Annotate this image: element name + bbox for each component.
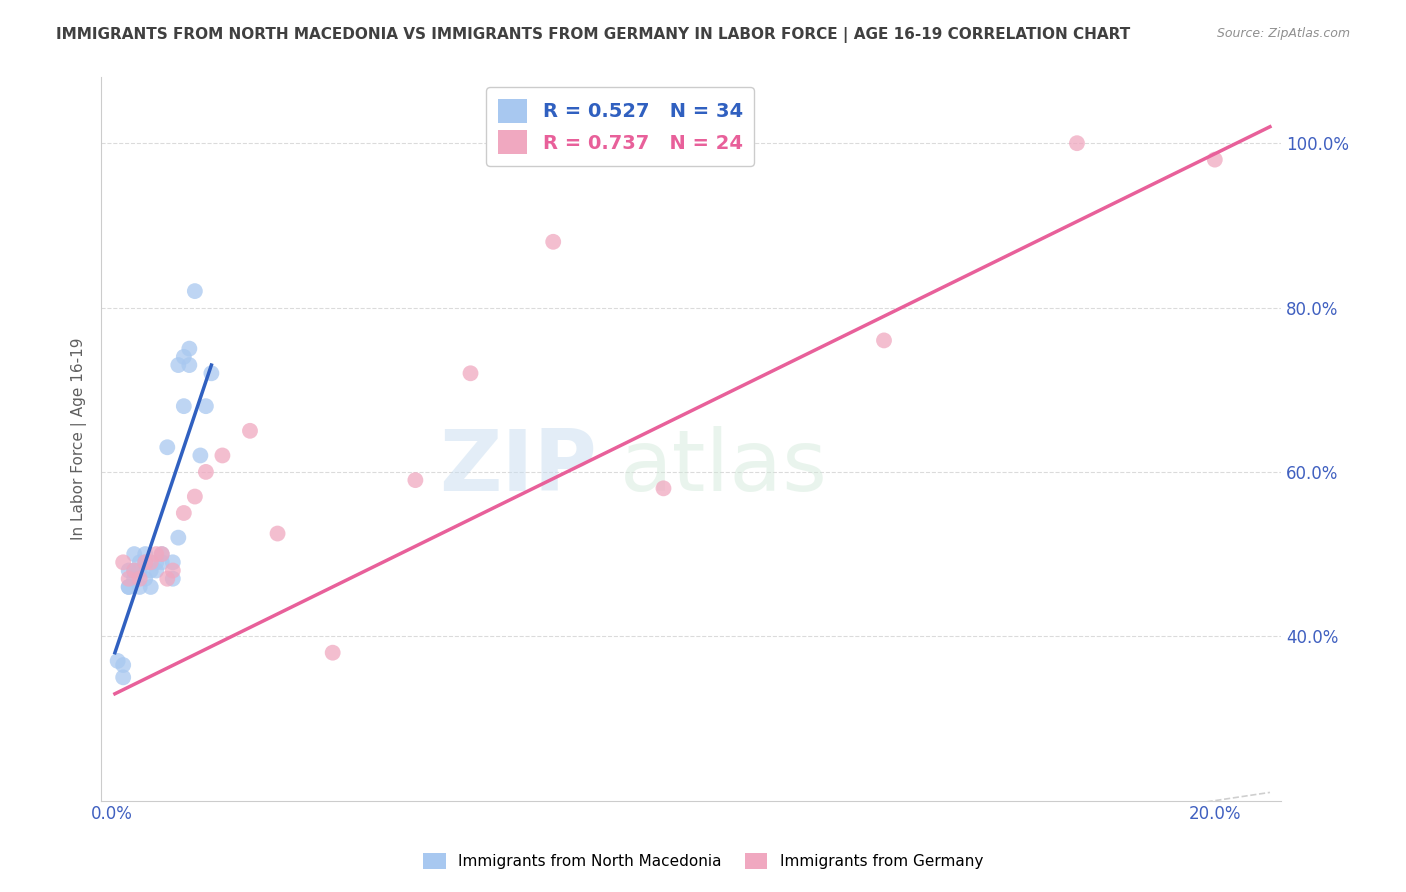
Point [128,564,150,578]
Point [173,399,195,413]
Point [156,440,179,454]
Point [162,572,184,586]
Point [139,580,162,594]
Point [112,555,135,569]
Point [134,555,156,569]
Point [122,564,145,578]
Point [167,531,190,545]
Point [460,366,482,380]
Point [652,481,675,495]
Point [194,465,217,479]
Text: atlas: atlas [620,426,828,509]
Point [404,473,426,487]
Point [112,670,135,684]
Point [541,235,564,249]
Point [134,547,156,561]
Point [167,358,190,372]
Legend: Immigrants from North Macedonia, Immigrants from Germany: Immigrants from North Macedonia, Immigra… [416,847,990,875]
Point [122,564,145,578]
Legend: R = 0.527   N = 34, R = 0.737   N = 24: R = 0.527 N = 34, R = 0.737 N = 24 [486,87,755,166]
Point [873,334,896,348]
Point [150,555,173,569]
Point [200,366,222,380]
Point [145,555,167,569]
Point [150,547,173,561]
Point [194,399,217,413]
Point [184,284,207,298]
Text: IMMIGRANTS FROM NORTH MACEDONIA VS IMMIGRANTS FROM GERMANY IN LABOR FORCE | AGE : IMMIGRANTS FROM NORTH MACEDONIA VS IMMIG… [56,27,1130,43]
Point [139,555,162,569]
Y-axis label: In Labor Force | Age 16-19: In Labor Force | Age 16-19 [72,338,87,541]
Point [145,564,167,578]
Point [118,572,141,586]
Point [150,547,173,561]
Point [118,580,141,594]
Point [179,342,201,356]
Text: ZIP: ZIP [439,426,596,509]
Point [1066,136,1088,151]
Point [139,564,162,578]
Text: Source: ZipAtlas.com: Source: ZipAtlas.com [1216,27,1350,40]
Point [266,526,288,541]
Point [184,490,207,504]
Point [122,572,145,586]
Point [122,547,145,561]
Point [211,449,233,463]
Point [145,547,167,561]
Point [107,654,129,668]
Point [322,646,344,660]
Point [118,580,141,594]
Point [118,564,141,578]
Point [112,658,135,673]
Point [173,350,195,364]
Point [134,572,156,586]
Point [179,358,201,372]
Point [173,506,195,520]
Point [162,564,184,578]
Point [128,572,150,586]
Point [156,572,179,586]
Point [190,449,212,463]
Point [128,555,150,569]
Point [1204,153,1226,167]
Point [134,555,156,569]
Point [162,555,184,569]
Point [239,424,262,438]
Point [128,580,150,594]
